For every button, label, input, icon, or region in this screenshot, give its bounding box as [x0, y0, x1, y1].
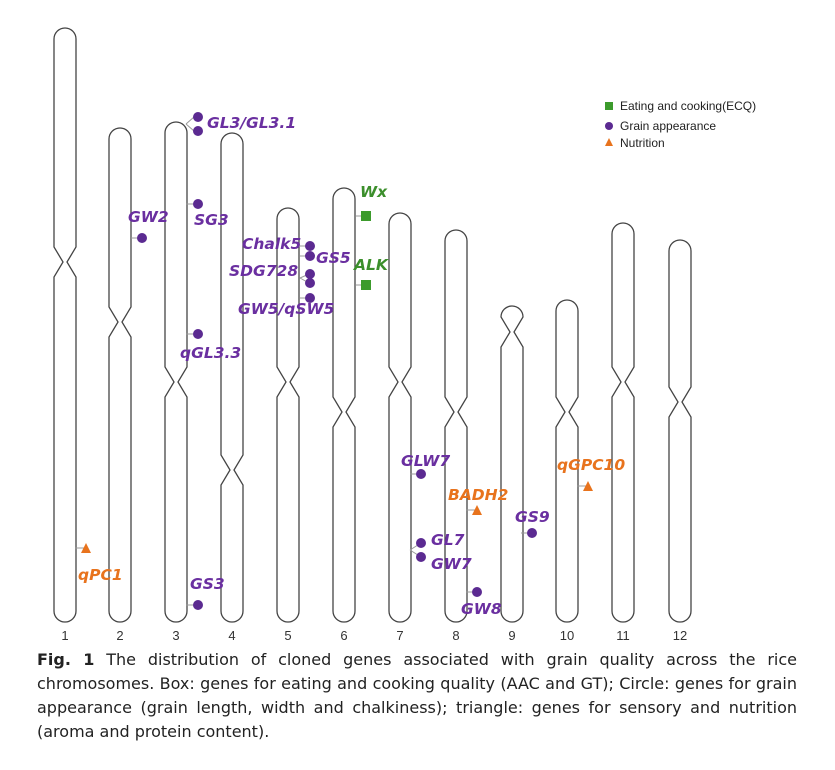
chromosome-7 [388, 212, 412, 623]
legend-ecq-swatch [605, 102, 613, 110]
marker-gl3 [193, 112, 203, 122]
chromosome-number-1: 1 [61, 628, 68, 643]
label-chalk5: Chalk5 [242, 235, 301, 253]
marker-alk [361, 280, 371, 290]
gene-labels: GL3/GL3.1 SG3 qGL3.3 GS3 GW2 qPC1 Chalk5… [78, 114, 625, 618]
label-gw2: GW2 [128, 208, 169, 226]
label-glw7: GLW7 [401, 452, 450, 470]
label-qgl3-3: qGL3.3 [180, 344, 241, 362]
chromosome-9 [500, 305, 524, 623]
marker-sdg728-b [305, 278, 315, 288]
marker-gs5 [305, 251, 315, 261]
chromosome-11 [611, 222, 635, 623]
marker-gl7 [416, 538, 426, 548]
legend-appearance-label: Grain appearance [620, 119, 716, 133]
marker-badh2 [472, 505, 482, 515]
legend-nutrition-swatch [605, 138, 613, 146]
marker-chalk5 [305, 241, 315, 251]
marker-sg3 [193, 199, 203, 209]
caption-text: The distribution of cloned genes associa… [37, 650, 797, 741]
chromosome-8 [444, 229, 468, 623]
chromosome-12 [668, 239, 692, 623]
legend-appearance-swatch [605, 122, 613, 130]
gene-markers [81, 112, 593, 610]
chromosome-number-10: 10 [560, 628, 574, 643]
chromosome-numbers: 1 2 3 4 5 6 7 8 9 10 11 12 [61, 628, 687, 643]
marker-glw7 [416, 469, 426, 479]
marker-gw7 [416, 552, 426, 562]
label-gs3: GS3 [190, 575, 225, 593]
chromosome-number-8: 8 [452, 628, 459, 643]
chromosome-5 [276, 207, 300, 623]
marker-gs9 [527, 528, 537, 538]
chromosome-3 [164, 121, 188, 623]
label-badh2: BADH2 [448, 486, 508, 504]
label-gw8: GW8 [461, 600, 502, 618]
chromosome-6 [332, 187, 356, 623]
legend-nutrition-label: Nutrition [620, 136, 665, 150]
marker-gl3-1 [193, 126, 203, 136]
label-gw5-qsw5: GW5/qSW5 [238, 300, 334, 318]
chromosome-number-4: 4 [228, 628, 235, 643]
figure-label: Fig. 1 [37, 650, 95, 669]
figure-caption: Fig. 1 The distribution of cloned genes … [37, 648, 797, 744]
chromosome-number-7: 7 [396, 628, 403, 643]
label-gl7: GL7 [431, 531, 465, 549]
marker-qgpc10 [583, 481, 593, 491]
chromosomes [53, 27, 692, 623]
label-gw7: GW7 [431, 555, 472, 573]
label-gl3-gl3-1: GL3/GL3.1 [207, 114, 296, 132]
label-gs5: GS5 [316, 249, 351, 267]
chromosome-number-5: 5 [284, 628, 291, 643]
chromosome-diagram: GL3/GL3.1 SG3 qGL3.3 GS3 GW2 qPC1 Chalk5… [53, 27, 756, 643]
chromosome-number-3: 3 [172, 628, 179, 643]
label-qpc1: qPC1 [78, 566, 123, 584]
label-qgpc10: qGPC10 [557, 456, 625, 474]
label-sdg728: SDG728 [229, 262, 298, 280]
marker-gw2 [137, 233, 147, 243]
marker-sdg728-a [305, 269, 315, 279]
chromosome-number-12: 12 [673, 628, 687, 643]
marker-gs3 [193, 600, 203, 610]
chromosome-number-9: 9 [508, 628, 515, 643]
legend: Eating and cooking(ECQ) Grain appearance… [605, 99, 756, 150]
chromosome-number-6: 6 [340, 628, 347, 643]
chromosome-2 [108, 127, 132, 623]
chromosome-1 [53, 27, 77, 623]
chromosome-10 [555, 299, 579, 623]
chromosome-4 [220, 132, 244, 623]
chromosome-number-2: 2 [116, 628, 123, 643]
chromosome-number-11: 11 [616, 628, 630, 643]
marker-gw5 [305, 293, 315, 303]
label-alk: ALK [353, 256, 389, 274]
marker-wx [361, 211, 371, 221]
marker-gw8 [472, 587, 482, 597]
legend-ecq-label: Eating and cooking(ECQ) [620, 99, 756, 113]
marker-qpc1 [81, 543, 91, 553]
label-wx: Wx [360, 183, 388, 201]
label-sg3: SG3 [194, 211, 229, 229]
label-gs9: GS9 [515, 508, 550, 526]
marker-qgl3-3 [193, 329, 203, 339]
